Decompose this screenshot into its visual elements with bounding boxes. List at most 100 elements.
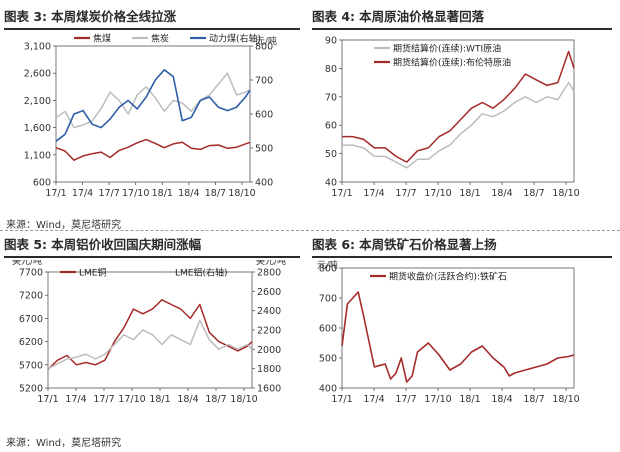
fig3-series-line-2 (55, 69, 251, 142)
fig3-ytick-label: 2,600 (24, 69, 51, 80)
fig3-y2tick-label: 500 (255, 144, 273, 155)
fig5-xtick-label: 18/7 (205, 394, 226, 405)
fig5-xtick-label: 18/10 (230, 394, 257, 405)
fig6-chart: 400 500 600 700 800 17/1 17/4 17/7 17/10 18/1 18/4… (312, 260, 612, 420)
fig5-plot-frame (47, 271, 253, 389)
fig5-ytick-label: 5200 (19, 384, 43, 395)
fig6-xtick-label: 18/4 (491, 394, 512, 405)
fig6-legend-label-0: 期货收盘价(活跃合约):铁矿石 (389, 271, 507, 283)
fig5-left-unit: 美元/吨 (12, 260, 42, 267)
source-note-bottom: 来源：Wind，莫尼塔研究 (6, 438, 122, 449)
fig4-legend-label-0: 期货结算价(连续):WTI原油 (393, 43, 501, 55)
fig4-ytick-label: 40 (325, 178, 337, 189)
fig3-y2tick-label: 700 (255, 76, 273, 87)
fig5-series-line-1 (47, 319, 253, 370)
fig4-series-line-1 (342, 50, 575, 163)
fig4-chart: 40 50 60 70 80 90 17/1 17/4 17/7 17/10 18/1 18/4 18/… (312, 32, 612, 214)
fig5-xtick-label: 18/4 (177, 394, 198, 405)
fig3-xtick-label: 18/1 (152, 188, 173, 199)
fig5-y2tick-label: 1600 (257, 384, 281, 395)
fig3-ytick-label: 1,100 (24, 150, 51, 161)
fig3-y2tick-label: 600 (255, 110, 273, 121)
fig3-series-line-0 (55, 138, 251, 161)
fig4-plot-frame (341, 39, 575, 183)
fig5-ytick-label: 6700 (19, 314, 43, 325)
fig6-plot-frame (341, 267, 575, 389)
fig6-xtick-label: 18/1 (459, 394, 480, 405)
fig4-xtick-label: 18/7 (523, 188, 544, 199)
fig5-ytick-label: 7700 (19, 268, 43, 279)
fig5-y2tick-label: 2600 (257, 287, 281, 298)
fig6-xtick-label: 18/10 (552, 394, 579, 405)
fig5-y2tick-label: 2200 (257, 326, 281, 337)
fig5-title: 图表 5: 本周铝价收回国庆期间涨幅 (4, 234, 300, 258)
fig5-xtick-label: 17/10 (118, 394, 145, 405)
fig5-series-line-0 (47, 299, 253, 370)
fig3-chart: 600 1,100 1,600 2,100 2,600 3,100 400 500 600 700… (4, 32, 300, 214)
fig4-ytick-label: 90 (325, 36, 337, 47)
fig4-legend-label-1: 期货结算价(连续):布伦特原油 (393, 57, 511, 69)
fig5-chart: 5200 5700 6200 6700 7200 7700 1600 1800 2000 2200… (4, 260, 300, 420)
fig4-ytick-label: 50 (325, 149, 337, 160)
fig5-ytick-label: 7200 (19, 291, 43, 302)
fig4-xtick-label: 17/1 (331, 188, 352, 199)
fig4-xtick-label: 17/7 (395, 188, 416, 199)
fig6-ytick-label: 700 (319, 294, 337, 305)
fig6-svg: 400 500 600 700 800 17/1 17/4 17/7 17/10 18/1 18/4… (317, 260, 580, 405)
fig6-xtick-label: 17/4 (363, 394, 384, 405)
fig4-xtick-label: 18/10 (552, 188, 579, 199)
fig5-legend-label-1: LME铝(右轴) (175, 267, 228, 279)
fig4-svg: 40 50 60 70 80 90 17/1 17/4 17/7 17/10 18/1 18/4 18/… (325, 36, 580, 200)
fig6-ytick-label: 800 (319, 264, 337, 275)
fig3-legend-label-0: 焦煤 (93, 33, 111, 45)
fig5-y2tick-label: 2400 (257, 306, 281, 317)
fig6-left-unit: 元/吨 (317, 260, 338, 271)
divider (0, 230, 620, 231)
fig3-series-line-1 (55, 72, 251, 129)
fig4-title: 图表 4: 本周原油价格显著回落 (312, 6, 612, 30)
fig5-xtick-label: 18/1 (149, 394, 170, 405)
fig6-ytick-label: 500 (319, 354, 337, 365)
fig3-xtick-label: 18/7 (205, 188, 226, 199)
fig4-xtick-label: 17/4 (363, 188, 384, 199)
fig3-ytick-label: 600 (33, 178, 51, 189)
fig5-legend-label-0: LME铜 (79, 267, 106, 279)
fig3-xtick-label: 17/1 (45, 188, 66, 199)
fig3-ytick-label: 1,600 (24, 123, 51, 134)
fig5-y2tick-label: 2800 (257, 268, 281, 279)
fig6-ytick-label: 600 (319, 324, 337, 335)
fig5-ytick-label: 6200 (19, 337, 43, 348)
fig3-legend-label-2: 动力煤(右轴) (209, 33, 261, 45)
fig6-title: 图表 6: 本周铁矿石价格显著上扬 (312, 234, 612, 258)
fig6-ytick-label: 400 (319, 384, 337, 395)
fig6-xtick-label: 17/7 (395, 394, 416, 405)
fig6-series-line-0 (341, 291, 575, 383)
fig4-ytick-label: 80 (325, 64, 337, 75)
fig3-legend-label-1: 焦炭 (151, 33, 169, 45)
fig5-xtick-label: 17/7 (93, 394, 114, 405)
fig3-right-unit: 元/吨 (256, 35, 277, 47)
fig3-y2tick-label: 800 (255, 42, 273, 53)
fig4-xtick-label: 17/10 (424, 188, 451, 199)
fig5-ytick-label: 5700 (19, 360, 43, 371)
fig3-xtick-label: 17/7 (98, 188, 119, 199)
fig4-ytick-label: 60 (325, 121, 337, 132)
fig3-xtick-label: 18/10 (228, 188, 255, 199)
fig6-xtick-label: 17/1 (331, 394, 352, 405)
fig5-xtick-label: 17/1 (37, 394, 58, 405)
fig4-ytick-label: 70 (325, 92, 337, 103)
fig4-xtick-label: 18/4 (491, 188, 512, 199)
fig3-xtick-label: 17/10 (122, 188, 149, 199)
fig3-y2tick-label: 400 (255, 178, 273, 189)
fig3-xtick-label: 18/4 (178, 188, 199, 199)
fig4-series-line-0 (342, 81, 575, 169)
fig6-xtick-label: 17/10 (424, 394, 451, 405)
fig5-right-unit: 美元/吨 (256, 260, 286, 267)
fig4-xtick-label: 18/1 (459, 188, 480, 199)
fig3-ytick-label: 2,100 (24, 96, 51, 107)
fig6-xtick-label: 18/7 (523, 394, 544, 405)
fig5-svg: 5200 5700 6200 6700 7200 7700 1600 1800 2000 2200… (12, 260, 286, 405)
fig5-xtick-label: 17/4 (65, 394, 86, 405)
fig3-ytick-label: 3,100 (24, 42, 51, 53)
fig5-y2tick-label: 1800 (257, 364, 281, 375)
